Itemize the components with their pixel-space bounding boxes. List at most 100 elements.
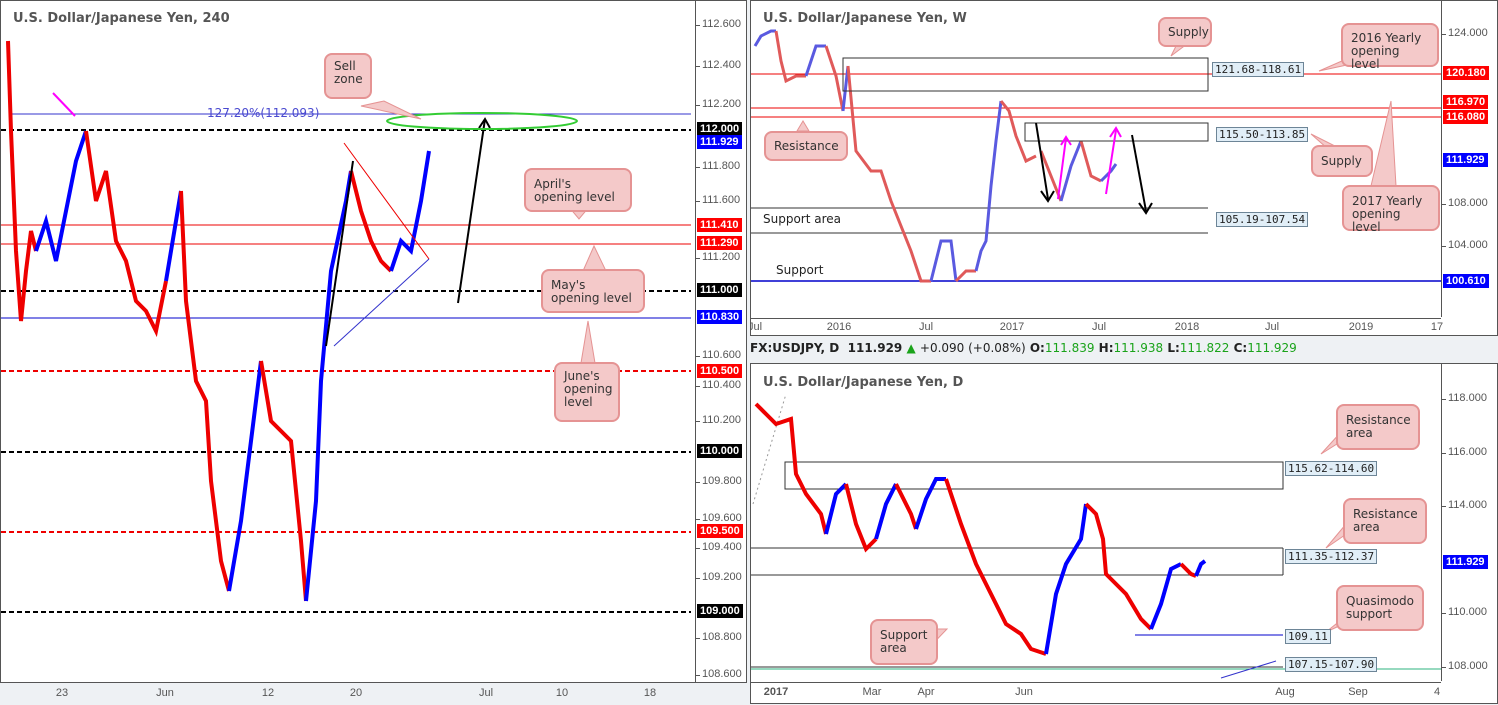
x-tick: Jul [478, 687, 494, 699]
x-tick: 2019 [1348, 321, 1374, 333]
x-tick: 10 [555, 687, 569, 699]
h4-time-axis[interactable]: 23 Jun 12 20 Jul 10 18 [0, 683, 747, 705]
daily-time-axis-line [751, 682, 1441, 683]
zone-label-105-107: 105.19-107.54 [1216, 212, 1309, 227]
x-tick: 4 [1433, 686, 1441, 698]
y-tick: 109.400 [696, 541, 742, 553]
weekly-chart-panel[interactable]: U.S. Dollar/Japanese Yen, W 121.68-118.6… [750, 0, 1498, 336]
zone-label-115-113: 115.50-113.85 [1216, 127, 1309, 142]
callout-support-area: Support area [870, 619, 938, 665]
y-tick: 112.200 [696, 98, 741, 110]
price-label-120180: 120.180 [1443, 66, 1489, 80]
x-tick: Jun [156, 687, 174, 699]
price-label-116080: 116.080 [1443, 110, 1489, 124]
y-tick: 112.400 [696, 59, 741, 71]
zone-label-115-114: 115.62-114.60 [1285, 461, 1378, 476]
price-label-111290: 111.290 [697, 236, 742, 250]
y-tick: 118.000 [1442, 392, 1487, 404]
support-label: Support [776, 263, 824, 277]
callout-may-opening: May's opening level [541, 269, 645, 313]
price-label-111410: 111.410 [697, 218, 742, 232]
weekly-price-axis[interactable]: 124.000 108.000 104.000 120.180 116.970 … [1441, 1, 1497, 317]
x-tick: Aug [1275, 686, 1295, 698]
open-label: O: [1029, 341, 1045, 355]
x-tick: 2018 [1174, 321, 1200, 333]
y-tick: 109.200 [696, 571, 742, 583]
callout-june-opening: June's opening level [554, 362, 620, 422]
y-tick: 110.400 [696, 379, 741, 391]
high-label: H: [1098, 341, 1114, 355]
daily-price-axis[interactable]: 118.000 116.000 114.000 110.000 108.000 … [1441, 364, 1497, 681]
y-tick: 108.600 [696, 668, 742, 680]
open-value: 111.839 [1044, 341, 1095, 355]
y-tick: 124.000 [1442, 27, 1488, 39]
last-price: 111.929 [847, 341, 903, 355]
y-tick: 108.800 [696, 631, 742, 643]
callout-2017-yearly: 2017 Yearly opening level [1342, 185, 1440, 234]
daily-chart-title: U.S. Dollar/Japanese Yen, D [763, 375, 964, 390]
zone-label-121-118: 121.68-118.61 [1212, 62, 1305, 77]
y-tick: 110.600 [696, 349, 741, 361]
callout-weekly-supply-right: Supply [1311, 145, 1373, 177]
y-tick: 111.200 [695, 251, 741, 263]
price-label-116970: 116.970 [1443, 95, 1489, 109]
daily-chart-panel[interactable]: U.S. Dollar/Japanese Yen, D 115.62-114.6… [750, 363, 1498, 704]
price-label-109500: 109.500 [697, 524, 743, 538]
price-label-111000: 111.000 [697, 283, 742, 297]
weekly-time-axis-line [751, 318, 1441, 319]
low-value: 111.822 [1179, 341, 1230, 355]
callout-quasimodo-support: Quasimodo support [1336, 585, 1424, 631]
callout-weekly-supply-top: Supply [1158, 17, 1212, 47]
high-value: 111.938 [1113, 341, 1164, 355]
x-tick: 17 [1430, 321, 1444, 333]
y-tick: 109.600 [696, 512, 742, 524]
symbol-label: FX:USDJPY, D [750, 341, 840, 355]
close-label: C: [1233, 341, 1248, 355]
h4-chart-title: U.S. Dollar/Japanese Yen, 240 [13, 11, 230, 26]
y-tick: 109.800 [696, 475, 742, 487]
weekly-chart-title: U.S. Dollar/Japanese Yen, W [763, 11, 967, 26]
callout-sell-zone: Sell zone [324, 53, 372, 99]
callout-resistance-area-upper: Resistance area [1336, 404, 1420, 450]
y-tick: 116.000 [1442, 446, 1487, 458]
callout-resistance: Resistance [764, 131, 848, 161]
price-label-current: 111.929 [697, 135, 742, 149]
price-label-current: 111.929 [1443, 153, 1488, 167]
x-tick: Sep [1348, 686, 1368, 698]
weekly-time-axis[interactable]: Jul 2016 Jul 2017 Jul 2018 Jul 2019 17 [751, 319, 1444, 335]
price-label-109000: 109.000 [697, 604, 743, 618]
x-tick: Jul [1264, 321, 1280, 333]
weekly-chart-canvas [751, 29, 1441, 283]
h4-price-axis[interactable]: 112.600 112.400 112.200 111.800 111.600 … [695, 1, 746, 682]
h4-chart-canvas [1, 40, 691, 613]
x-tick: 18 [643, 687, 657, 699]
y-tick: 111.800 [695, 160, 741, 172]
price-label-112000: 112.000 [697, 122, 743, 136]
h4-chart-panel[interactable]: U.S. Dollar/Japanese Yen, 240 127.20%(11… [0, 0, 747, 683]
zone-label-107-15: 107.15-107.90 [1285, 657, 1378, 672]
callout-2016-yearly: 2016 Yearly opening level [1341, 23, 1439, 71]
price-label-current: 111.929 [1443, 555, 1488, 569]
x-tick: 2017 [763, 686, 789, 698]
x-tick: Mar [862, 686, 882, 698]
y-tick: 114.000 [1442, 499, 1487, 511]
y-tick: 111.600 [695, 194, 741, 206]
daily-time-axis[interactable]: 2017 Mar Apr Jun Aug Sep 4 [751, 683, 1441, 703]
zone-label-111-112: 111.35-112.37 [1285, 549, 1378, 564]
low-label: L: [1167, 341, 1180, 355]
price-label-100610: 100.610 [1443, 274, 1489, 288]
x-tick: Jul [1091, 321, 1107, 333]
close-value: 111.929 [1247, 341, 1297, 355]
support-area-label: Support area [763, 212, 842, 226]
x-tick: 2017 [999, 321, 1025, 333]
y-tick: 110.000 [1442, 606, 1487, 618]
x-tick: Jul [918, 321, 934, 333]
x-tick: 20 [349, 687, 363, 699]
y-tick: 108.000 [1442, 660, 1488, 672]
callout-april-opening: April's opening level [524, 168, 632, 212]
y-tick: 112.600 [696, 18, 741, 30]
price-label-110000: 110.000 [697, 444, 743, 458]
x-tick: 2016 [826, 321, 852, 333]
x-tick: Jun [1015, 686, 1033, 698]
x-tick: 12 [261, 687, 275, 699]
